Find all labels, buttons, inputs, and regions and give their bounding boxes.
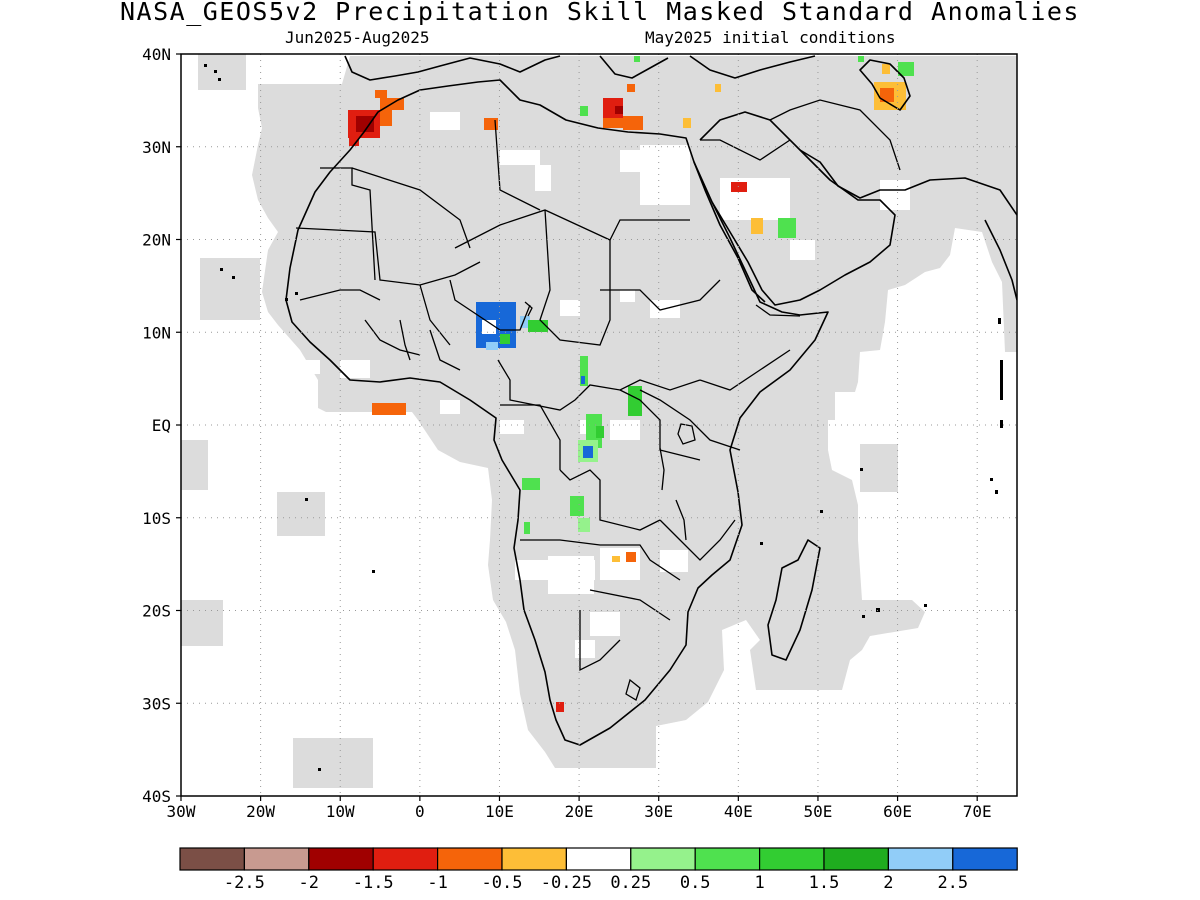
colorbar-label: 2 — [883, 873, 893, 893]
colorbar-label: -0.25 — [541, 873, 592, 893]
colorbar-swatch — [952, 847, 1018, 871]
colorbar-label: 0.25 — [610, 873, 651, 893]
masked-region-tristan — [293, 738, 373, 788]
colorbar-label: 2.5 — [937, 873, 968, 893]
colorbar-label: 1.5 — [809, 873, 840, 893]
colorbar-label: 0.5 — [680, 873, 711, 893]
y-tick-label: 20S — [142, 602, 171, 621]
colorbar-swatch — [308, 847, 374, 871]
initial-conditions: May2025 initial conditions — [645, 28, 896, 47]
skill-mask-layer — [181, 54, 1017, 788]
axis-ticks: 30W 20W 10W 0 10E 20E 30E 40E 50E 60E 70E 40N 30N 20N… — [142, 45, 992, 821]
india-coastline — [984, 219, 1017, 301]
x-tick-label: 50E — [803, 802, 832, 821]
x-tick-label: 10E — [485, 802, 514, 821]
colorbar-swatch — [565, 847, 632, 871]
map-title: NASA_GEOS5v2 Precipitation Skill Masked … — [120, 0, 1080, 26]
y-tick-label: 30N — [142, 138, 171, 157]
colorbar-swatch — [501, 847, 568, 871]
masked-region-iberia — [280, 92, 338, 158]
x-tick-label: 30W — [167, 802, 196, 821]
x-tick-label: 20W — [246, 802, 275, 821]
colorbar-label: -2 — [299, 873, 319, 893]
persian-gulf-coastline — [799, 149, 1017, 216]
africa-coastline — [285, 79, 829, 746]
y-tick-label: 40N — [142, 45, 171, 64]
colorbar: -2.5 -2 -1.5 -1 -0.5 -0.25 0.25 0.5 1 1.5 2 2.5 — [179, 847, 1018, 893]
masked-region-st-helena — [277, 492, 325, 536]
colorbar-swatch — [758, 847, 825, 871]
forecast-period: Jun2025-Aug2025 — [285, 28, 430, 47]
coastline-layer — [285, 55, 1017, 746]
colorbar-swatch — [630, 847, 696, 871]
colorbar-swatch — [179, 847, 246, 871]
colorbar-swatch — [437, 847, 503, 871]
red-sea-coast-west — [693, 161, 766, 303]
y-tick-label: 20N — [142, 231, 171, 250]
y-tick-label: 30S — [142, 694, 171, 713]
madagascar-coastline — [767, 539, 821, 661]
masked-region-atlantic-north — [198, 54, 246, 90]
colorbar-label: 1 — [754, 873, 764, 893]
x-tick-label: 0 — [415, 802, 425, 821]
colorbar-swatch — [887, 847, 954, 871]
colorbar-label: -2.5 — [224, 873, 265, 893]
colorbar-swatch — [372, 847, 439, 871]
colorbar-swatch — [823, 847, 890, 871]
colorbar-swatch — [694, 847, 761, 871]
masked-region-cape-verde — [200, 258, 260, 320]
europe-coastline — [344, 55, 816, 81]
masked-region-atlantic-west — [181, 440, 208, 490]
x-tick-label: 60E — [883, 802, 912, 821]
y-tick-label: 10S — [142, 509, 171, 528]
masked-region-atlantic-south — [181, 600, 223, 646]
small-islands — [204, 64, 1003, 771]
x-tick-label: 40E — [724, 802, 753, 821]
x-tick-label: 20E — [565, 802, 594, 821]
caspian-coastline — [859, 59, 911, 111]
colorbar-label: -1 — [427, 873, 447, 893]
graticule — [181, 54, 1017, 796]
y-tick-label: 10N — [142, 323, 171, 342]
x-tick-label: 70E — [963, 802, 992, 821]
x-tick-label: 30E — [644, 802, 673, 821]
colorbar-label: -1.5 — [353, 873, 394, 893]
x-tick-label: 10W — [326, 802, 355, 821]
colorbar-swatch — [243, 847, 310, 871]
masked-region-indian-ocean — [860, 444, 898, 492]
y-tick-label: EQ — [152, 416, 171, 435]
anomaly-cells — [348, 56, 914, 712]
colorbar-label: -0.5 — [482, 873, 523, 893]
y-tick-label: 40S — [142, 787, 171, 806]
lakes — [524, 301, 696, 701]
country-borders — [295, 99, 901, 672]
